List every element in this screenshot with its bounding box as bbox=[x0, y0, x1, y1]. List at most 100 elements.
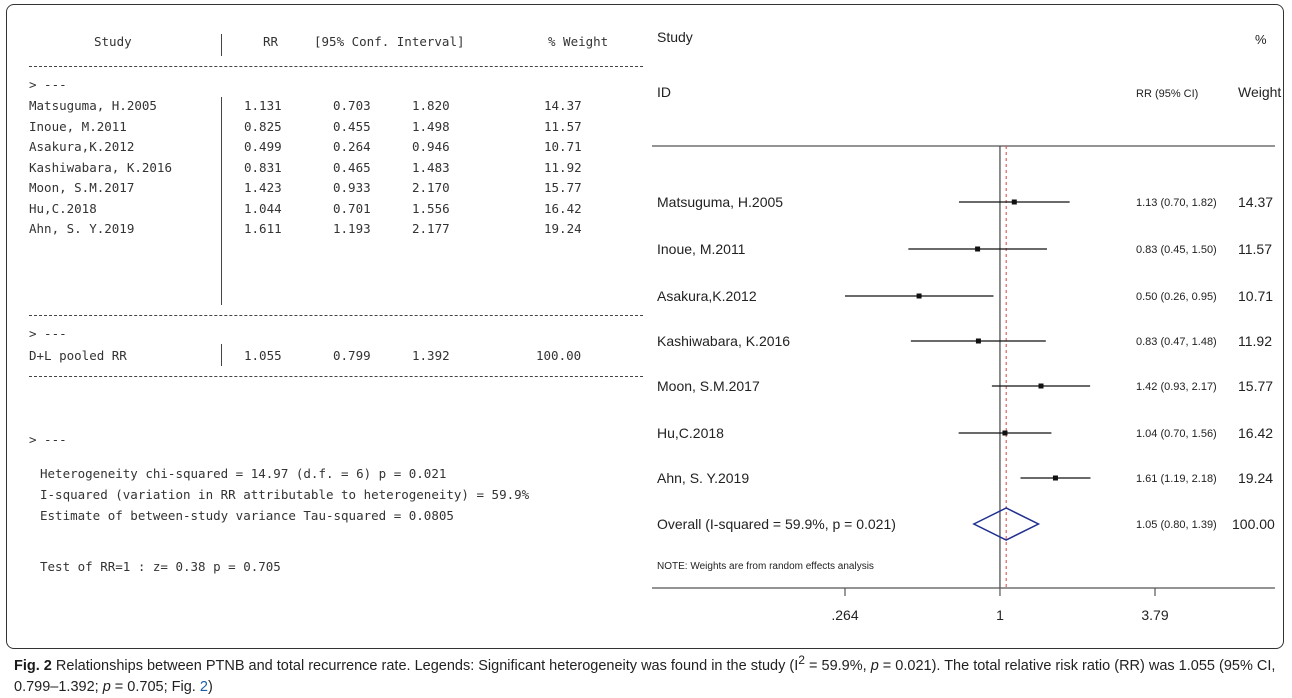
point-estimate bbox=[975, 338, 981, 344]
row-rr: 1.131 bbox=[244, 98, 282, 113]
weight-label: 15.77 bbox=[1238, 378, 1273, 394]
group-marker: > --- bbox=[29, 326, 67, 341]
rows-divider bbox=[221, 97, 222, 305]
pooled-divider bbox=[221, 344, 222, 366]
row-hi: 1.483 bbox=[412, 159, 450, 175]
point-estimate bbox=[975, 246, 981, 252]
plot-header-study: Study bbox=[657, 29, 693, 45]
row-lo: 0.455 bbox=[333, 118, 371, 134]
plot-note: NOTE: Weights are from random effects an… bbox=[657, 561, 874, 572]
x-tick-label: .264 bbox=[831, 607, 858, 623]
row-w: 14.37 bbox=[544, 98, 582, 113]
weight-label: 11.92 bbox=[1238, 333, 1272, 349]
row-w: 10.71 bbox=[544, 139, 582, 154]
header-study: Study bbox=[94, 34, 132, 49]
row-w: 16.42 bbox=[544, 200, 582, 216]
separator-line bbox=[29, 66, 643, 67]
pooled-hi: 1.392 bbox=[412, 348, 450, 363]
rr-ci-label: 1.42 (0.93, 2.17) bbox=[1136, 381, 1217, 393]
study-label: Hu,C.2018 bbox=[657, 425, 724, 441]
forest-plot: Study ID RR (95% CI)% Weight Matsuguma, H.20… bbox=[652, 29, 1281, 623]
study-label: Ahn, S. Y.2019 bbox=[657, 470, 749, 486]
row-hi: 1.556 bbox=[412, 200, 450, 216]
rr-ci-label: 0.50 (0.26, 0.95) bbox=[1136, 291, 1217, 303]
weight-label: 11.57 bbox=[1238, 241, 1272, 257]
caption-text-4: = 0.705; Fig. bbox=[110, 678, 200, 695]
caption-text-3: = 0.021). The total relative risk ratio … bbox=[14, 657, 1276, 695]
row-study: Kashiwabara, K.2016 bbox=[29, 159, 172, 175]
pooled-lo: 0.799 bbox=[333, 348, 371, 363]
study-label: Moon, S.M.2017 bbox=[657, 378, 760, 394]
overall-label: Overall (I-squared = 59.9%, p = 0.021) bbox=[657, 516, 896, 532]
point-estimate bbox=[1038, 383, 1044, 389]
row-study: Inoue, M.2011 bbox=[29, 118, 127, 134]
rr-ci-label: 1.04 (0.70, 1.56) bbox=[1136, 428, 1217, 440]
pooled-study: D+L pooled RR bbox=[29, 348, 127, 363]
pooled-weight: 100.00 bbox=[536, 348, 582, 363]
row-w: 15.77 bbox=[544, 180, 582, 195]
header-ci: [95% Conf. Interval] bbox=[314, 34, 465, 49]
header-divider bbox=[221, 34, 222, 56]
study-label: Matsuguma, H.2005 bbox=[657, 194, 783, 210]
point-estimate bbox=[1011, 199, 1017, 205]
overall-diamond bbox=[972, 507, 1041, 541]
weight-label: 19.24 bbox=[1238, 470, 1273, 486]
row-study: Asakura,K.2012 bbox=[29, 139, 135, 154]
point-estimate bbox=[1052, 475, 1058, 481]
row-rr: 1.423 bbox=[244, 180, 282, 195]
plot-header-pct: % bbox=[1255, 32, 1267, 47]
row-hi: 0.946 bbox=[412, 139, 450, 154]
caption-fig-ref[interactable]: 2 bbox=[199, 678, 208, 695]
rr-ci-label: 1.13 (0.70, 1.82) bbox=[1136, 197, 1217, 209]
weight-label: 16.42 bbox=[1238, 425, 1273, 441]
study-label: Asakura,K.2012 bbox=[657, 288, 757, 304]
caption-sup: 2 bbox=[798, 653, 805, 667]
row-rr: 0.831 bbox=[244, 159, 282, 175]
caption-text-1: Relationships between PTNB and total rec… bbox=[51, 657, 799, 674]
plot-header-rrci: RR (95% CI) bbox=[1136, 88, 1198, 100]
row-lo: 0.264 bbox=[333, 139, 371, 154]
row-rr: 0.499 bbox=[244, 139, 282, 154]
row-lo: 0.465 bbox=[333, 159, 371, 175]
separator-line bbox=[29, 315, 643, 316]
caption-p-2: p bbox=[102, 678, 111, 695]
weight-label: 14.37 bbox=[1238, 194, 1273, 210]
point-estimate bbox=[1002, 430, 1008, 436]
figure-frame bbox=[6, 4, 1284, 649]
group-marker: > --- bbox=[29, 77, 67, 92]
separator-line bbox=[29, 376, 643, 377]
plot-header-id: ID bbox=[657, 84, 671, 100]
row-study: Ahn, S. Y.2019 bbox=[29, 221, 135, 236]
row-hi: 2.170 bbox=[412, 180, 450, 195]
rr-ci-label: 0.83 (0.47, 1.48) bbox=[1136, 336, 1217, 348]
rr-ci-label: 1.61 (1.19, 2.18) bbox=[1136, 473, 1217, 485]
caption-text-2: = 59.9%, bbox=[804, 657, 871, 674]
row-lo: 0.701 bbox=[333, 200, 371, 216]
caption-fig-label: Fig. 2 bbox=[14, 657, 52, 674]
row-study: Hu,C.2018 bbox=[29, 200, 97, 216]
row-study: Matsuguma, H.2005 bbox=[29, 98, 157, 113]
row-rr: 0.825 bbox=[244, 118, 282, 134]
x-tick-label: 3.79 bbox=[1141, 607, 1168, 623]
row-study: Moon, S.M.2017 bbox=[29, 180, 135, 195]
point-estimate bbox=[916, 293, 922, 299]
row-hi: 2.177 bbox=[412, 221, 450, 236]
row-w: 19.24 bbox=[544, 221, 582, 236]
row-w: 11.57 bbox=[544, 118, 582, 134]
figure-caption: Fig. 2 Relationships between PTNB and to… bbox=[14, 650, 1284, 698]
row-rr: 1.044 bbox=[244, 200, 282, 216]
row-hi: 1.820 bbox=[412, 98, 450, 113]
x-tick-label: 1 bbox=[996, 607, 1004, 623]
caption-p-1: p bbox=[870, 657, 879, 674]
overall-rr-ci-label: 1.05 (0.80, 1.39) bbox=[1136, 519, 1217, 531]
row-lo: 1.193 bbox=[333, 221, 371, 236]
row-hi: 1.498 bbox=[412, 118, 450, 134]
plot-header-weight: Weight bbox=[1238, 84, 1281, 100]
study-label: Kashiwabara, K.2016 bbox=[657, 333, 790, 349]
row-rr: 1.611 bbox=[244, 221, 282, 236]
stat-heterogeneity: Heterogeneity chi-squared = 14.97 (d.f. … bbox=[40, 466, 447, 481]
row-w: 11.92 bbox=[544, 159, 582, 175]
weight-label: 10.71 bbox=[1238, 288, 1273, 304]
row-lo: 0.703 bbox=[333, 98, 371, 113]
overall-weight-label: 100.00 bbox=[1232, 516, 1275, 532]
